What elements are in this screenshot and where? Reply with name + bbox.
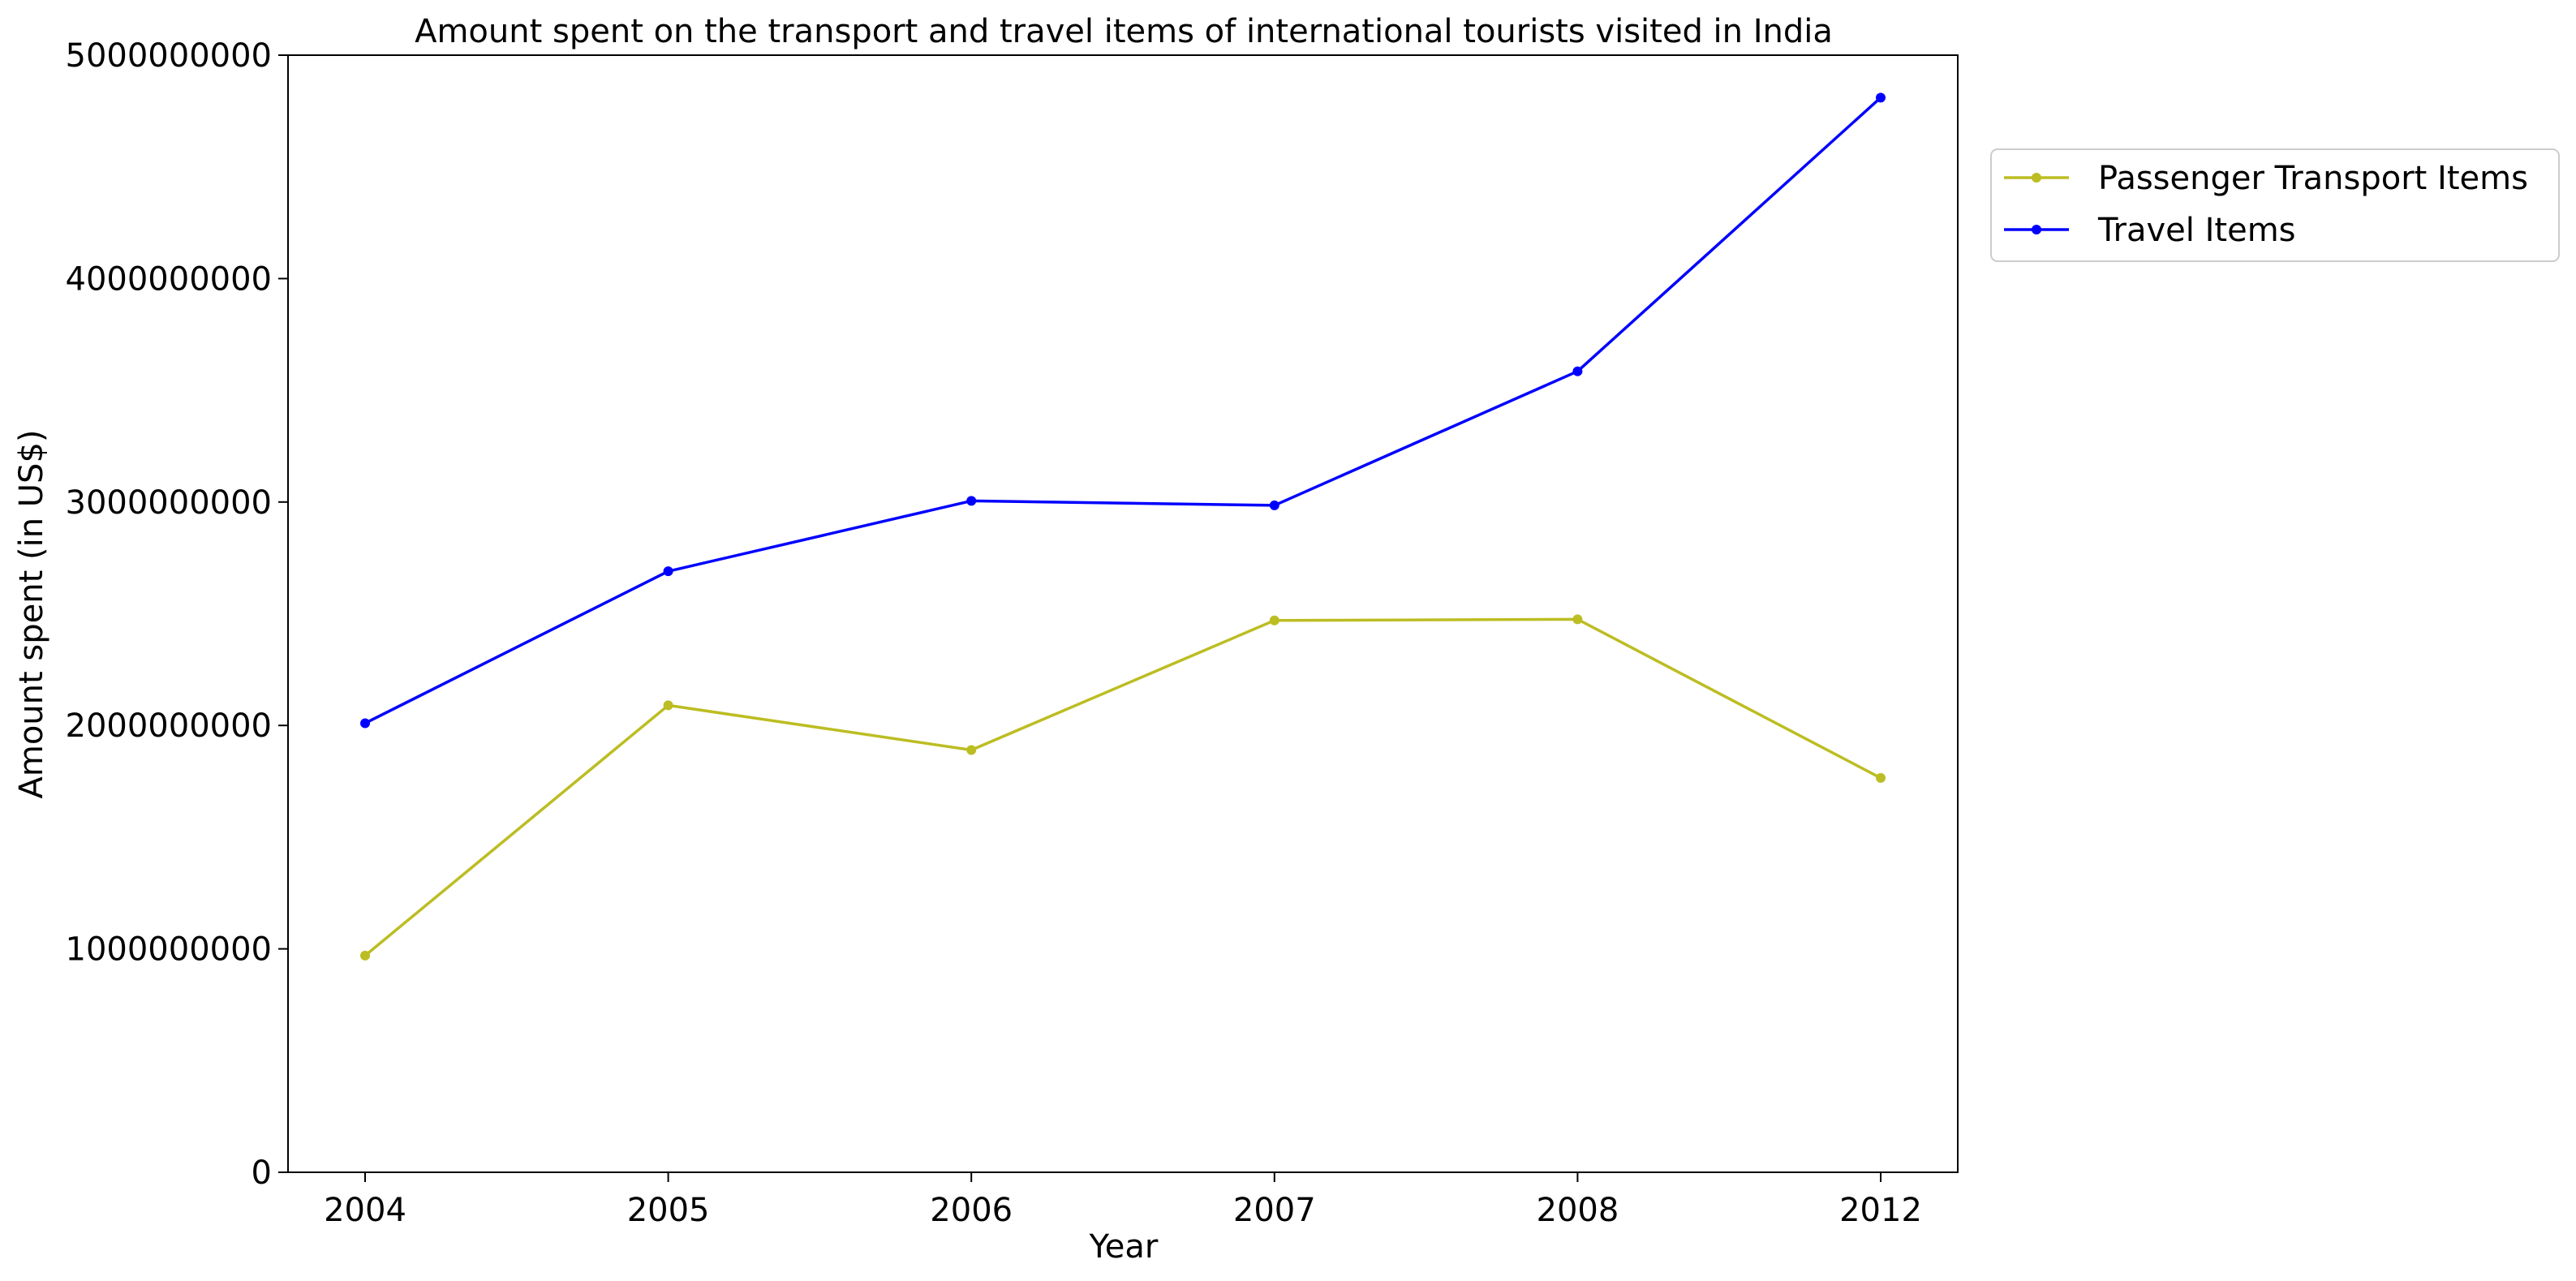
data-point (966, 496, 977, 506)
data-point (966, 745, 977, 755)
data-point (360, 950, 370, 961)
y-axis: 0 1000000000 2000000000 3000000000 400000000… (66, 37, 288, 1192)
series-2 (360, 92, 1886, 729)
x-tick-label: 2006 (930, 1192, 1013, 1229)
x-tick-label: 2012 (1839, 1192, 1922, 1229)
series-line (363, 617, 1881, 957)
y-tick-label: 5000000000 (66, 37, 273, 75)
series-line (364, 97, 1882, 725)
y-tick-label: 0 (252, 1154, 272, 1192)
x-tick-label: 2007 (1233, 1192, 1316, 1229)
y-tick-label: 3000000000 (66, 484, 273, 522)
legend: Passenger Transport Items Travel Items (1990, 148, 2560, 262)
plot-frame (287, 54, 1959, 1173)
legend-box (1990, 148, 2560, 262)
data-point (1876, 772, 1886, 783)
legend-label: Passenger Transport Items (2098, 160, 2528, 197)
x-tick-label: 2004 (324, 1192, 406, 1229)
data-point (1876, 92, 1886, 103)
plot-area (287, 54, 1959, 1173)
y-axis-label: Amount spent (in US$) (13, 430, 50, 799)
chart-title: Amount spent on the transport and travel… (415, 13, 1833, 50)
series-1 (360, 614, 1886, 961)
legend-item: Travel Items (2004, 212, 2296, 249)
y-tick-label: 4000000000 (66, 260, 273, 298)
data-point (1269, 500, 1279, 510)
legend-swatch-marker (2032, 173, 2041, 183)
legend-item: Passenger Transport Items (2004, 160, 2528, 197)
x-axis-label: Year (1089, 1228, 1159, 1266)
x-tick-label: 2008 (1537, 1192, 1619, 1229)
data-point (360, 718, 370, 729)
legend-swatch-marker (2032, 225, 2041, 234)
x-axis: 2004 2005 2006 2007 2008 2012 (324, 1172, 1922, 1229)
x-tick-label: 2005 (627, 1192, 710, 1229)
y-tick-label: 1000000000 (66, 931, 273, 969)
series-layer (360, 92, 1886, 961)
data-point (663, 566, 673, 577)
legend-label: Travel Items (2097, 212, 2296, 249)
data-point (1269, 615, 1279, 625)
data-point (1572, 614, 1583, 625)
data-point (663, 700, 673, 711)
y-tick-label: 2000000000 (66, 707, 273, 745)
data-point (1572, 366, 1583, 376)
